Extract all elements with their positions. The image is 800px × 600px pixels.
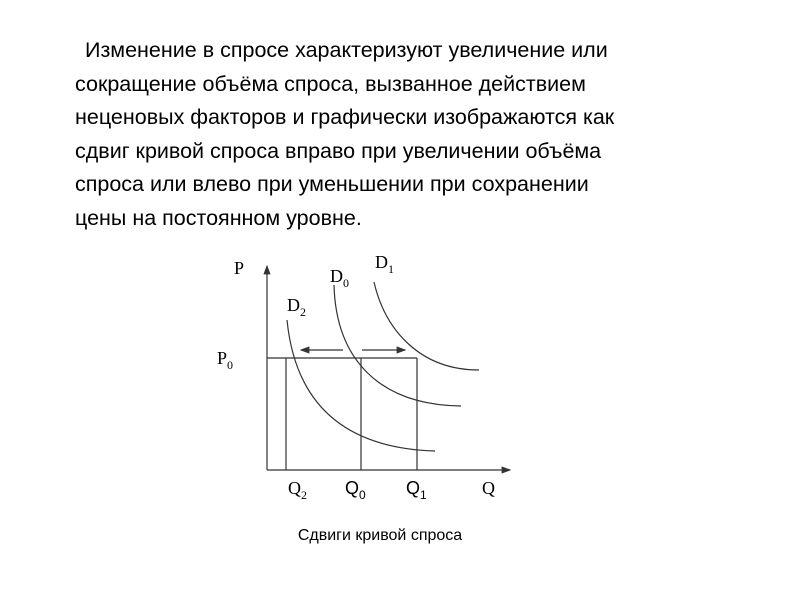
diagram-caption: Сдвиги кривой спроса bbox=[297, 527, 463, 544]
paragraph-line: сокращение объёма спроса, вызванное дейс… bbox=[75, 71, 586, 96]
d1-label: D1 bbox=[375, 252, 394, 276]
description-paragraph: Изменение в спросе характеризуют увеличе… bbox=[75, 34, 775, 236]
paragraph-line: сдвиг кривой спроса вправо при увеличени… bbox=[75, 138, 602, 163]
paragraph-line: спроса или влево при уменьшении при сохр… bbox=[75, 172, 589, 197]
paragraph-line: неценовых факторов и графически изобража… bbox=[75, 105, 615, 130]
d2-label: D2 bbox=[287, 295, 306, 319]
x-axis-label: Q bbox=[482, 478, 495, 498]
paragraph-line: Изменение в спросе характеризуют увеличе… bbox=[85, 38, 608, 62]
q1-label: Q1 bbox=[406, 478, 427, 502]
p0-label: P0 bbox=[217, 348, 233, 372]
d0-label: D0 bbox=[330, 266, 349, 290]
q0-label: Q0 bbox=[345, 478, 366, 502]
demand-curve-d0 bbox=[333, 284, 462, 407]
demand-curve-d1 bbox=[373, 281, 480, 371]
demand-curve-d2 bbox=[286, 319, 436, 452]
paragraph-line: цены на постоянном уровне. bbox=[75, 205, 362, 230]
y-axis-label: P bbox=[234, 258, 244, 278]
q2-label: Q2 bbox=[288, 478, 307, 502]
